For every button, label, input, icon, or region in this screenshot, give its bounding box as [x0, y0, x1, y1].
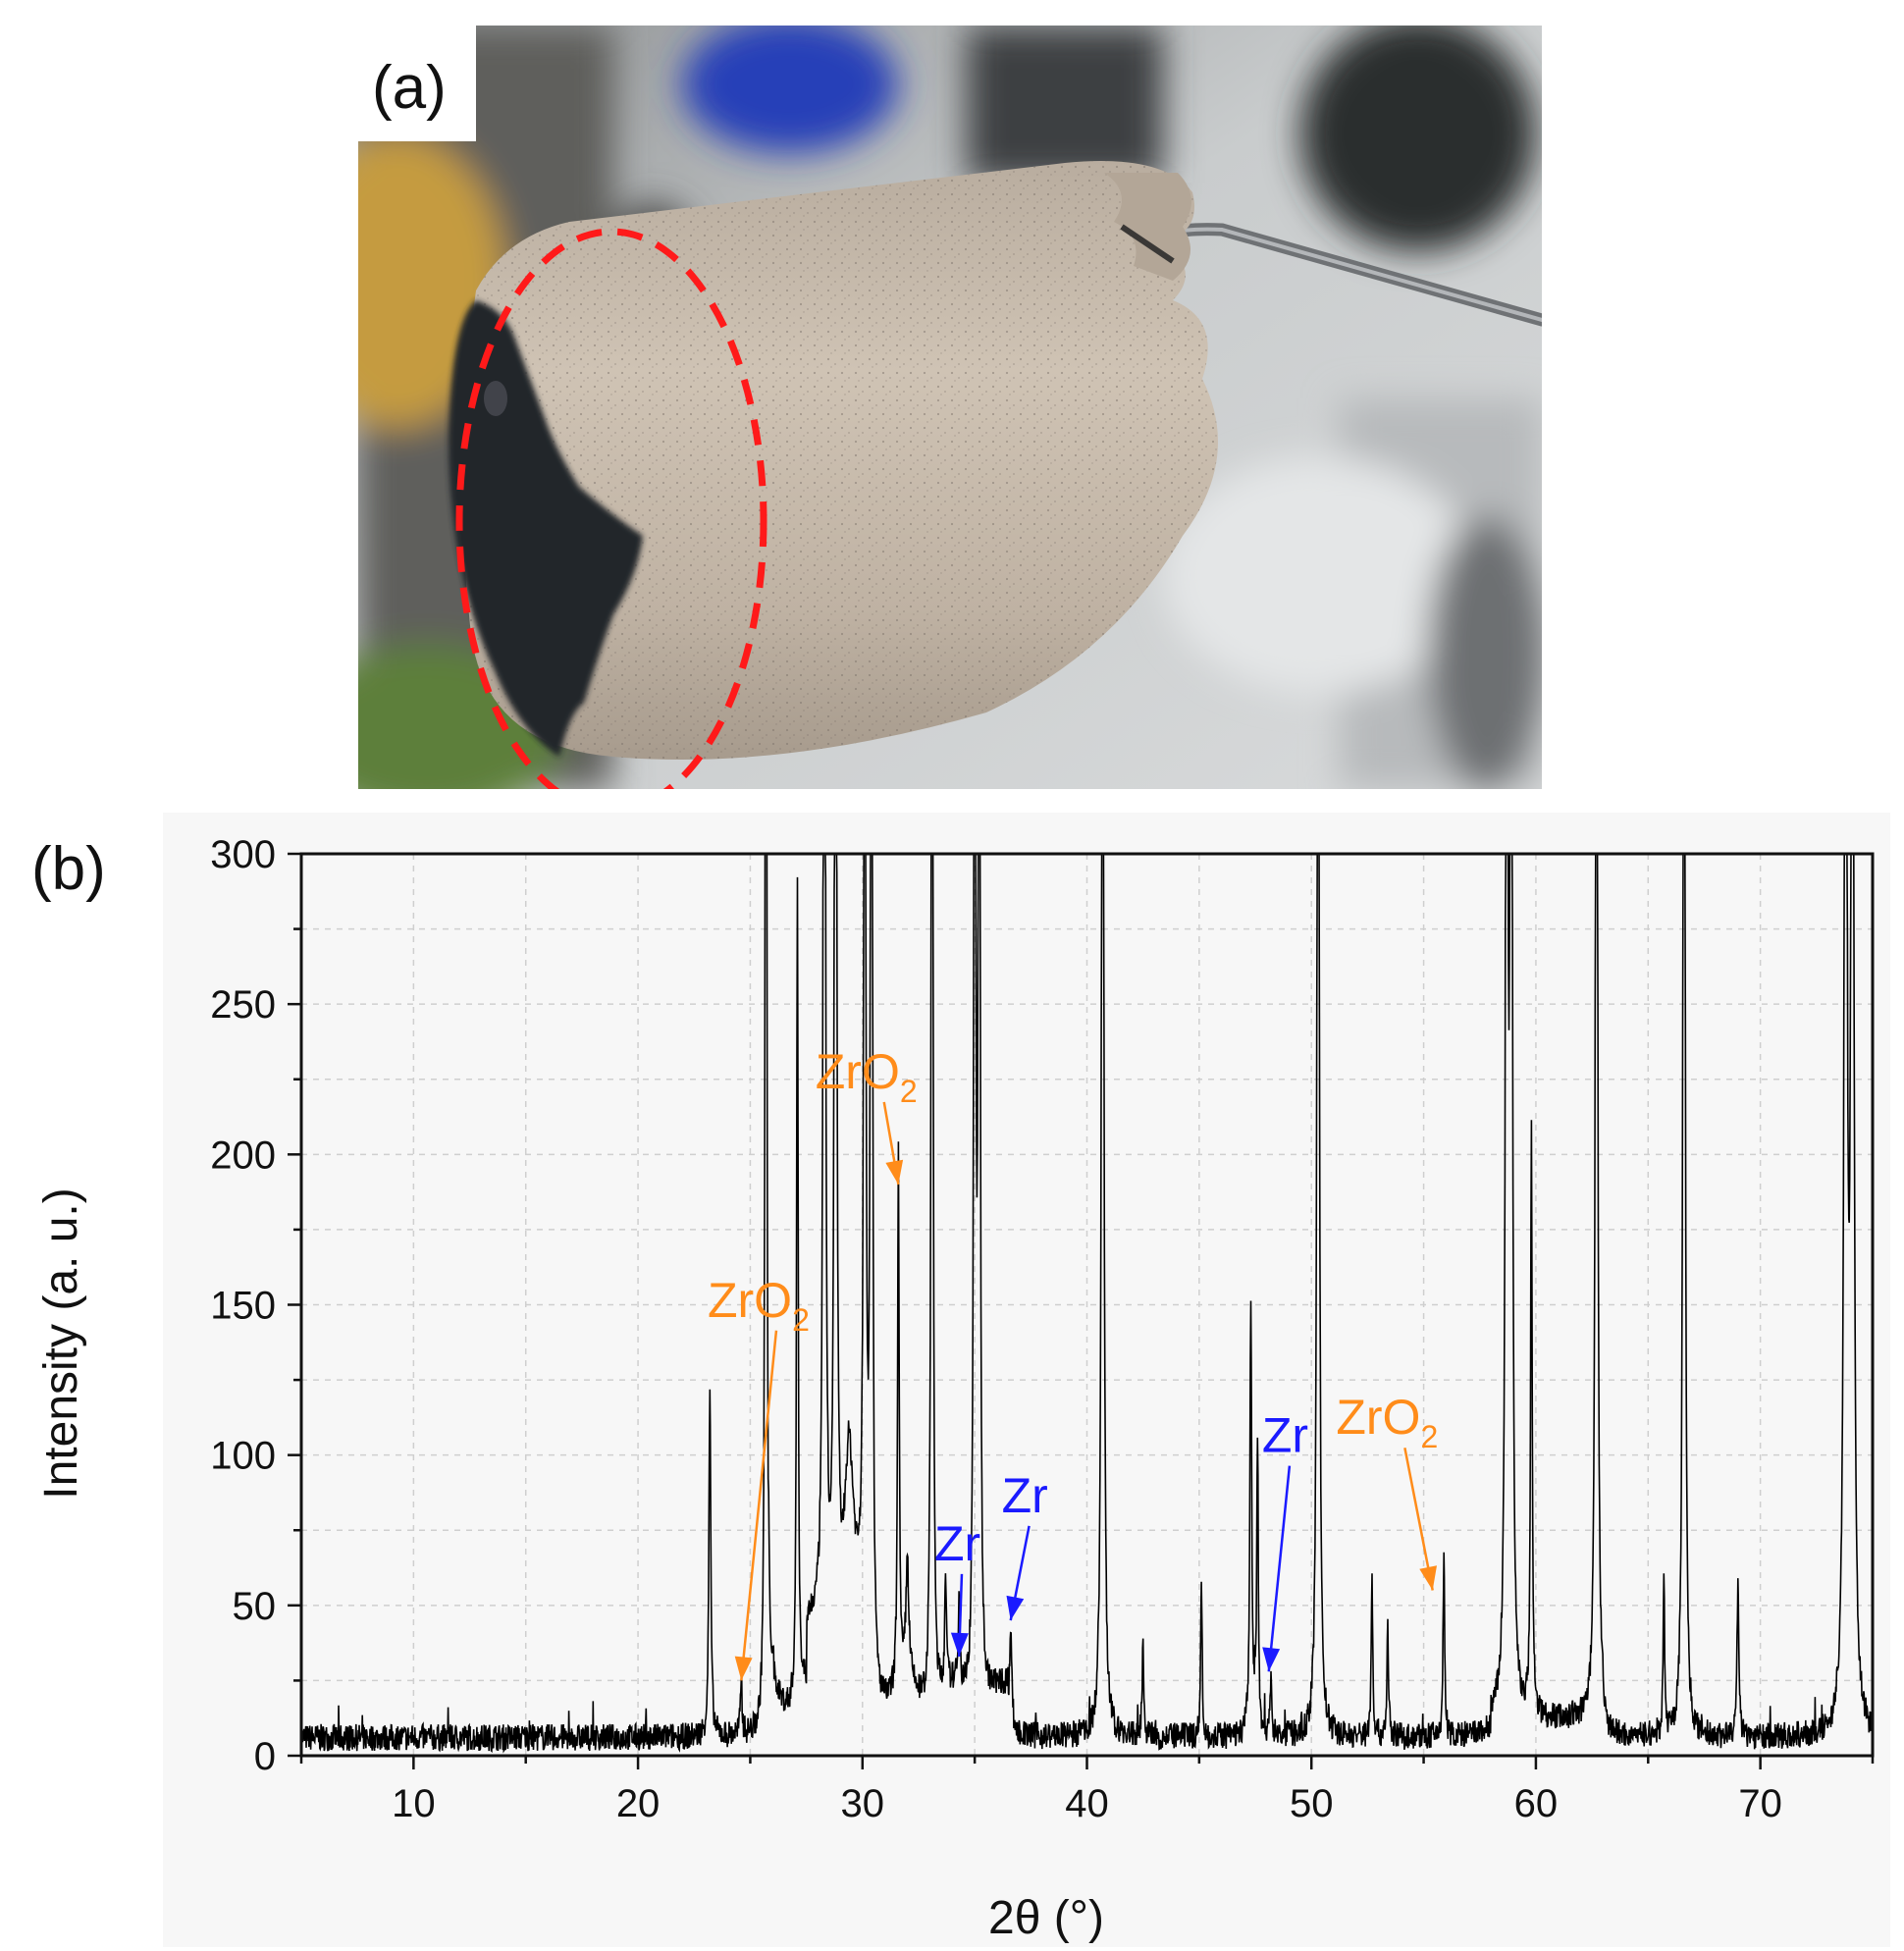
- annotation-arrow: [1267, 1465, 1292, 1672]
- annotation-subscript: 2: [900, 1074, 918, 1109]
- y-tick-label: 150: [210, 1285, 276, 1328]
- x-tick-label: 40: [1065, 1782, 1109, 1825]
- y-tick-label: 0: [254, 1735, 276, 1778]
- x-tick-label: 60: [1514, 1782, 1559, 1825]
- photo-panel: [358, 26, 1542, 789]
- peak-annotation-zr: Zr: [1262, 1408, 1308, 1463]
- xrd-trace-group: [301, 854, 1873, 1754]
- x-tick-label: 50: [1290, 1782, 1334, 1825]
- panel-b-label: (b): [31, 835, 106, 903]
- arrow-head: [1006, 1595, 1025, 1621]
- y-axis-title: Intensity (a. u.): [35, 1187, 87, 1499]
- highlight-ellipse: [455, 228, 767, 789]
- x-tick-label: 20: [616, 1782, 661, 1825]
- annotation-arrow: [740, 1330, 778, 1681]
- annotation-subscript: 2: [792, 1302, 810, 1338]
- y-tick-label: 250: [210, 983, 276, 1027]
- x-tick-label: 30: [841, 1782, 885, 1825]
- ticks: 10 20 30 40 50 60 70 0 50 100 150 200 250 300: [210, 833, 1875, 1825]
- x-tick-label: 10: [392, 1782, 436, 1825]
- peak-annotation-zr: Zr: [934, 1516, 980, 1571]
- annotation-subscript: 2: [1420, 1419, 1438, 1454]
- chart-panel: (b) 10 20 30 40 50 60 70 0 50 100 150 200 250 300 ZrO…: [0, 807, 1904, 1951]
- panel-a-label: (a): [372, 54, 447, 122]
- y-tick-label: 50: [233, 1585, 277, 1628]
- y-tick-label: 200: [210, 1134, 276, 1177]
- panel-a-label-box: (a): [358, 26, 476, 141]
- arrow-head: [885, 1159, 904, 1185]
- xrd-trace: [301, 854, 1873, 1754]
- arrow-head: [1419, 1565, 1437, 1591]
- x-axis-title: 2θ (°): [988, 1892, 1104, 1944]
- y-tick-label: 300: [210, 833, 276, 876]
- peak-annotation-zr: Zr: [1002, 1468, 1048, 1523]
- arrow-head: [1262, 1647, 1281, 1672]
- annotation-arrow: [1403, 1447, 1434, 1591]
- y-tick-label: 100: [210, 1435, 276, 1478]
- arrow-head: [734, 1656, 753, 1681]
- sample-photo: [358, 26, 1542, 789]
- arrow-head: [950, 1632, 969, 1657]
- x-tick-label: 70: [1738, 1782, 1782, 1825]
